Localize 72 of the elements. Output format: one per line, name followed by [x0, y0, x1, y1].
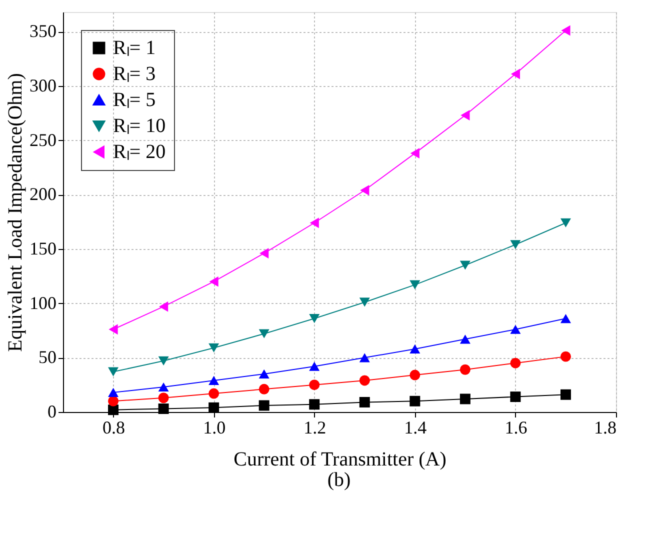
x-tick-label: 1.0: [203, 418, 226, 438]
y-axis-title: Equivalent Load Impedance(Ohm): [4, 73, 26, 352]
point: [460, 110, 470, 121]
y-tick-label: 300: [30, 75, 56, 96]
point: [158, 403, 169, 414]
legend-label: Rₗ= 5: [113, 89, 156, 111]
point: [510, 392, 521, 402]
point: [359, 396, 370, 408]
point: [108, 324, 118, 335]
point: [510, 324, 521, 334]
point: [410, 396, 420, 406]
x-tick-label: 0.8: [102, 418, 126, 438]
point: [208, 402, 220, 413]
point: [108, 396, 119, 406]
point: [560, 351, 571, 362]
legend-label: Rₗ= 3: [113, 63, 156, 85]
point: [561, 25, 570, 36]
point: [360, 185, 370, 196]
point: [258, 384, 270, 394]
point: [309, 314, 320, 324]
point: [460, 364, 470, 375]
point: [208, 343, 220, 352]
point: [158, 356, 169, 366]
point: [359, 353, 370, 362]
point: [108, 367, 119, 376]
point: [310, 218, 319, 228]
point: [510, 358, 521, 368]
point: [158, 392, 169, 404]
y-tick-label: 50: [38, 347, 56, 368]
legend-label: Rₗ= 10: [113, 115, 166, 137]
x-tick-label: 1.4: [404, 418, 427, 438]
point: [108, 388, 119, 397]
point: [560, 389, 571, 400]
point: [208, 388, 220, 399]
y-tick-label: 100: [30, 292, 56, 313]
point: [560, 314, 571, 324]
point: [359, 375, 370, 386]
point: [208, 376, 220, 386]
x-axis-title: Current of Transmitter (A): [234, 448, 446, 470]
x-tick-label: 1.6: [504, 418, 528, 438]
point: [410, 148, 420, 159]
point: [410, 280, 420, 290]
point: [260, 248, 269, 259]
point: [158, 382, 169, 392]
point: [359, 298, 370, 307]
point: [209, 276, 218, 287]
point: [258, 329, 270, 338]
point: [510, 68, 520, 80]
point: [460, 260, 470, 270]
point: [560, 218, 571, 228]
y-tick-label: 200: [30, 184, 56, 204]
y-tick-label: 350: [30, 21, 56, 42]
point: [410, 370, 420, 380]
y-tick-label: 150: [30, 238, 56, 258]
point: [510, 240, 521, 250]
point: [258, 369, 270, 378]
legend-label: Rₗ= 1: [113, 37, 156, 59]
legend-label: Rₗ= 20: [113, 141, 166, 163]
point: [108, 404, 119, 416]
point: [460, 334, 470, 344]
point: [258, 400, 270, 411]
x-tick-label: 1.8: [594, 418, 616, 438]
point: [159, 301, 168, 312]
point: [309, 380, 320, 390]
x-tick-label: 1.2: [304, 418, 326, 438]
point: [410, 344, 420, 354]
text: (b): [327, 469, 351, 491]
point: [309, 362, 320, 371]
y-tick-label: 0: [48, 402, 56, 422]
point: [460, 394, 470, 404]
point: [309, 399, 320, 410]
y-tick-label: 250: [30, 130, 56, 150]
